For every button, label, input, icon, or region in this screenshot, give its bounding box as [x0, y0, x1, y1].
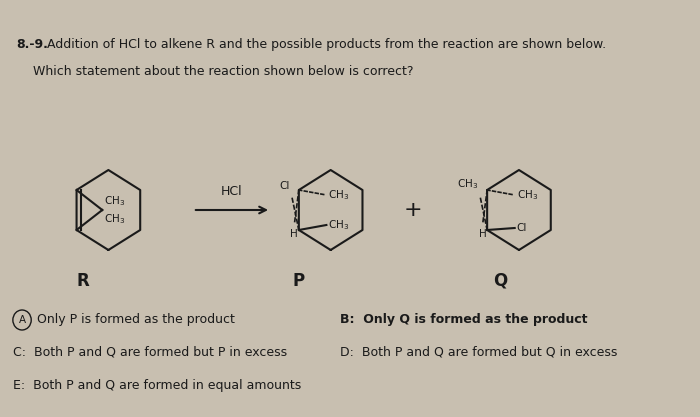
Text: Q: Q [494, 272, 508, 290]
Text: CH$_3$: CH$_3$ [456, 177, 478, 191]
Text: A: A [18, 315, 26, 325]
Text: CH$_3$: CH$_3$ [328, 218, 349, 232]
Text: +: + [404, 200, 423, 220]
Text: E:  Both P and Q are formed in equal amounts: E: Both P and Q are formed in equal amou… [13, 379, 301, 392]
Text: H: H [290, 229, 298, 239]
Text: B:  Only Q is formed as the product: B: Only Q is formed as the product [340, 314, 587, 327]
Text: R: R [76, 272, 89, 290]
Text: D:  Both P and Q are formed but Q in excess: D: Both P and Q are formed but Q in exce… [340, 346, 617, 359]
Text: CH$_3$: CH$_3$ [104, 194, 125, 208]
Text: HCl: HCl [221, 185, 243, 198]
Text: Which statement about the reaction shown below is correct?: Which statement about the reaction shown… [33, 65, 414, 78]
Text: Addition of HCl to alkene R and the possible products from the reaction are show: Addition of HCl to alkene R and the poss… [43, 38, 606, 51]
Text: Cl: Cl [279, 181, 290, 191]
Text: CH$_3$: CH$_3$ [104, 212, 125, 226]
Text: Cl: Cl [517, 223, 527, 233]
Text: H: H [479, 229, 486, 239]
Text: CH$_3$: CH$_3$ [517, 188, 538, 202]
Text: 8.-9.: 8.-9. [17, 38, 48, 51]
Text: CH$_3$: CH$_3$ [328, 188, 349, 202]
Text: P: P [293, 272, 304, 290]
Text: Only P is formed as the product: Only P is formed as the product [36, 314, 235, 327]
Text: C:  Both P and Q are formed but P in excess: C: Both P and Q are formed but P in exce… [13, 346, 287, 359]
